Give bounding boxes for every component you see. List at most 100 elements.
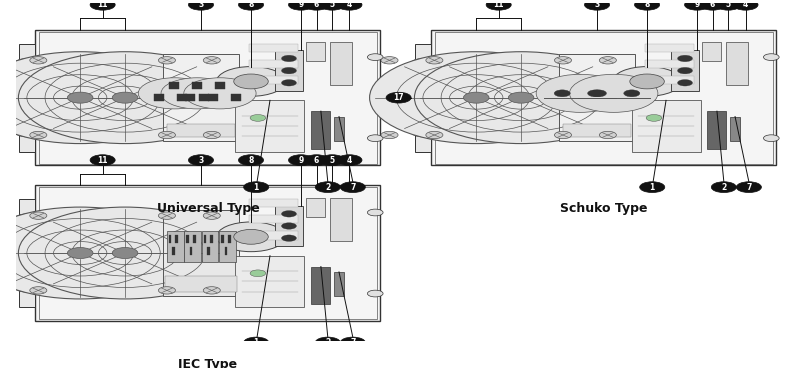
Circle shape (0, 57, 2, 64)
Circle shape (0, 207, 187, 299)
Text: 9: 9 (298, 156, 304, 164)
Bar (646, 60, 694, 68)
Bar (435, 32, 773, 164)
Circle shape (640, 182, 665, 192)
Bar (18, 44, 35, 152)
Text: Schuko Type: Schuko Type (560, 202, 648, 215)
Circle shape (570, 74, 658, 112)
Bar (730, 117, 740, 141)
Circle shape (367, 54, 383, 60)
Text: 4: 4 (347, 156, 352, 164)
Bar (192, 82, 202, 89)
Circle shape (238, 155, 263, 166)
Circle shape (0, 248, 15, 258)
Text: 7: 7 (350, 183, 355, 192)
Circle shape (0, 287, 2, 294)
Bar (35, 185, 381, 321)
Text: 1: 1 (254, 183, 259, 192)
Bar (415, 44, 431, 152)
Circle shape (217, 67, 286, 96)
Circle shape (590, 90, 606, 97)
Bar (221, 235, 224, 243)
Circle shape (18, 207, 232, 299)
Circle shape (381, 57, 398, 64)
Bar (646, 44, 694, 52)
Circle shape (386, 92, 411, 103)
Circle shape (282, 210, 297, 217)
Circle shape (14, 59, 40, 69)
Bar (228, 235, 230, 243)
Text: 2: 2 (325, 338, 330, 347)
Text: 6: 6 (314, 156, 319, 164)
Text: 11: 11 (98, 156, 108, 164)
Text: 5: 5 (330, 0, 334, 9)
Circle shape (289, 0, 314, 10)
Bar (250, 76, 298, 84)
Circle shape (161, 78, 234, 109)
Circle shape (678, 55, 693, 62)
Circle shape (189, 155, 214, 166)
Circle shape (700, 0, 725, 10)
Circle shape (244, 182, 269, 192)
Circle shape (320, 0, 345, 10)
Circle shape (282, 55, 297, 62)
Bar (311, 266, 330, 304)
Circle shape (30, 57, 47, 64)
Bar (219, 231, 236, 262)
Bar (202, 231, 218, 262)
Bar (177, 94, 186, 101)
Text: 7: 7 (746, 183, 751, 192)
Circle shape (763, 135, 779, 142)
Text: 4: 4 (347, 0, 352, 9)
Bar (646, 76, 694, 84)
Circle shape (234, 74, 268, 89)
Circle shape (340, 182, 366, 192)
Circle shape (282, 79, 297, 86)
Circle shape (14, 126, 40, 137)
Bar (210, 235, 213, 243)
Circle shape (30, 287, 47, 294)
Bar (18, 199, 35, 307)
Circle shape (337, 155, 362, 166)
Circle shape (554, 57, 571, 64)
Bar (38, 32, 377, 164)
Text: 2: 2 (722, 183, 726, 192)
Circle shape (250, 270, 266, 277)
Circle shape (67, 92, 93, 103)
Circle shape (203, 131, 220, 139)
Bar (726, 42, 748, 85)
Circle shape (315, 337, 340, 348)
Text: 17: 17 (394, 93, 404, 102)
Bar (185, 94, 195, 101)
Bar (250, 60, 298, 68)
Bar (275, 50, 302, 91)
Circle shape (30, 131, 47, 139)
Circle shape (320, 155, 345, 166)
Bar (250, 215, 298, 223)
Circle shape (599, 57, 616, 64)
Text: IEC Type: IEC Type (178, 358, 238, 368)
Bar (167, 231, 183, 262)
Circle shape (0, 92, 15, 103)
Circle shape (184, 78, 256, 109)
Circle shape (733, 0, 758, 10)
Circle shape (14, 214, 40, 224)
Circle shape (426, 57, 443, 64)
Bar (330, 198, 352, 241)
Bar (225, 247, 227, 255)
Circle shape (158, 287, 175, 294)
Circle shape (158, 131, 175, 139)
Circle shape (367, 290, 383, 297)
Text: 5: 5 (726, 0, 731, 9)
Text: 4: 4 (743, 0, 748, 9)
Circle shape (426, 131, 443, 139)
Bar (204, 235, 206, 243)
Circle shape (554, 90, 570, 97)
Circle shape (685, 0, 710, 10)
Bar (199, 94, 210, 101)
Circle shape (337, 0, 362, 10)
Bar (167, 124, 235, 137)
Bar (334, 272, 344, 296)
Circle shape (410, 126, 436, 137)
Bar (38, 187, 377, 319)
